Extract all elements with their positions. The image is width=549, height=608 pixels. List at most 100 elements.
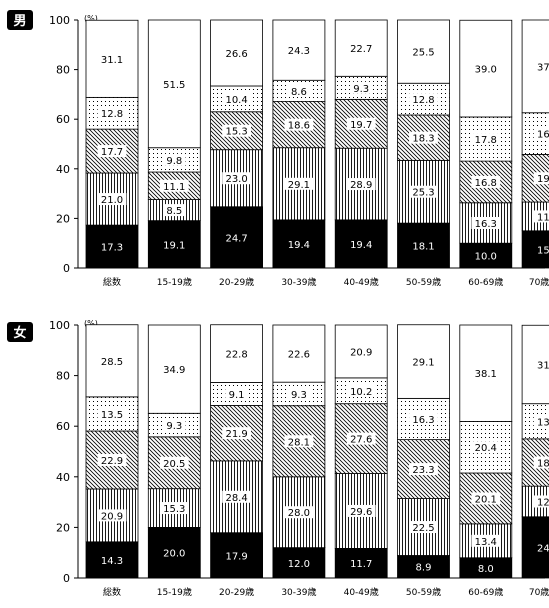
seg-white xyxy=(334,324,388,379)
y-tick-label: 80 xyxy=(56,64,70,77)
y-tick-label: 40 xyxy=(56,163,70,176)
seg-black xyxy=(210,206,264,269)
data-label-bg xyxy=(284,435,314,448)
bar-stack: 17.9 28.4 21.9 9.1 22.8 xyxy=(210,324,264,579)
data-label: 10.0 xyxy=(475,252,497,263)
seg-black xyxy=(147,527,201,579)
data-label: 9.8 xyxy=(166,156,182,167)
data-label-bg xyxy=(284,506,314,519)
bar-stack: 10.0 16.3 16.8 17.8 39.0 xyxy=(459,19,513,269)
x-category-label: 50-59歳 xyxy=(406,586,441,598)
data-label: 11.1 xyxy=(163,182,185,193)
seg-white xyxy=(85,324,139,398)
data-label: 29.6 xyxy=(350,507,372,518)
x-category-label: 総数 xyxy=(103,586,121,598)
data-label: 16.3 xyxy=(475,219,497,230)
data-label: 20.9 xyxy=(101,511,123,522)
bar-stack: 14.3 20.9 22.9 13.5 28.5 xyxy=(85,324,139,579)
data-label: 28.5 xyxy=(101,357,123,368)
panel-title: 男 xyxy=(13,14,26,29)
data-label: 9.3 xyxy=(353,84,369,95)
data-label-bg xyxy=(346,178,376,191)
data-label-bg xyxy=(409,521,438,534)
seg-white xyxy=(459,19,513,118)
data-label: 39.0 xyxy=(475,65,497,76)
seg-black xyxy=(334,219,388,269)
seg-white xyxy=(272,324,326,383)
x-category-label: 50-59歳 xyxy=(406,276,441,288)
bar-stack: 8.0 13.4 20.1 20.4 38.1 xyxy=(459,324,513,579)
x-category-label: 40-49歳 xyxy=(344,586,379,598)
seg-white xyxy=(147,324,201,414)
data-label-bg xyxy=(97,193,127,206)
bar-stack: 12.0 28.0 28.1 9.3 22.6 xyxy=(272,324,326,579)
y-tick-label: 80 xyxy=(56,370,70,383)
data-label: 18.7 xyxy=(537,459,549,470)
y-tick-label: 100 xyxy=(49,14,70,27)
seg-white xyxy=(397,324,450,399)
data-label: 19.4 xyxy=(350,240,372,251)
data-label: 20.1 xyxy=(475,494,497,505)
data-label-bg xyxy=(97,509,127,522)
data-label-bg xyxy=(533,456,549,469)
data-label: 24.2 xyxy=(537,543,549,554)
data-label-bg xyxy=(533,210,549,223)
panel-title-badge: 男 xyxy=(7,10,33,30)
data-label-bg xyxy=(222,427,251,440)
x-category-label: 20-29歳 xyxy=(219,276,254,288)
data-label: 17.8 xyxy=(475,135,497,146)
data-label-bg xyxy=(471,175,501,188)
unit-label: (%) xyxy=(84,319,98,328)
data-label: 16.8 xyxy=(537,130,549,141)
bar-stack: 15.0 11.6 19.2 16.8 37.4 xyxy=(521,19,549,269)
data-label: 15.3 xyxy=(163,504,185,515)
data-label: 8.5 xyxy=(166,206,182,217)
data-label-bg xyxy=(471,534,501,547)
data-label: 23.0 xyxy=(225,174,247,185)
data-label-bg xyxy=(409,185,438,198)
data-label: 9.3 xyxy=(291,390,307,401)
y-tick-label: 0 xyxy=(63,262,70,275)
bar-stack: 17.3 21.0 17.7 12.8 31.1 xyxy=(85,19,139,269)
data-label: 12.8 xyxy=(101,109,123,120)
bar-stack: 24.7 23.0 15.3 10.4 26.6 xyxy=(210,19,264,269)
data-label-bg xyxy=(471,133,501,146)
data-label: 24.3 xyxy=(288,46,310,57)
data-label: 22.8 xyxy=(225,350,247,361)
data-label-bg xyxy=(471,216,501,229)
seg-white xyxy=(397,19,450,84)
data-label-bg xyxy=(409,131,438,144)
data-label-bg xyxy=(533,127,549,140)
data-label-bg xyxy=(409,93,438,106)
seg-white xyxy=(334,19,388,77)
data-label: 19.4 xyxy=(288,240,310,251)
x-category-label: 15-19歳 xyxy=(157,276,192,288)
x-category-label: 40-49歳 xyxy=(344,276,379,288)
data-label-bg xyxy=(533,415,549,428)
data-label-bg xyxy=(409,412,438,425)
seg-black xyxy=(521,516,549,579)
data-label: 28.9 xyxy=(350,180,372,191)
seg-white xyxy=(459,324,513,422)
x-category-label: 60-69歳 xyxy=(468,586,503,598)
panel-title: 女 xyxy=(13,325,26,341)
seg-black xyxy=(521,230,549,269)
unit-label: (%) xyxy=(84,14,98,23)
data-label: 34.9 xyxy=(163,365,185,376)
data-label-bg xyxy=(97,145,127,158)
data-label: 26.6 xyxy=(225,49,247,60)
data-label-bg xyxy=(346,384,376,397)
x-category-label: 30-39歳 xyxy=(281,276,316,288)
data-label: 22.7 xyxy=(350,44,372,55)
x-category-label: 30-39歳 xyxy=(281,586,316,598)
data-label: 31.0 xyxy=(537,360,549,371)
data-label: 23.3 xyxy=(412,465,434,476)
x-category-label: 15-19歳 xyxy=(157,586,192,598)
seg-black xyxy=(272,219,326,269)
bar-stack: 19.4 29.1 18.6 8.6 24.3 xyxy=(272,19,326,269)
data-label-bg xyxy=(163,153,186,166)
data-label: 19.1 xyxy=(163,240,185,251)
data-label: 17.7 xyxy=(101,147,123,158)
seg-black xyxy=(147,220,201,269)
